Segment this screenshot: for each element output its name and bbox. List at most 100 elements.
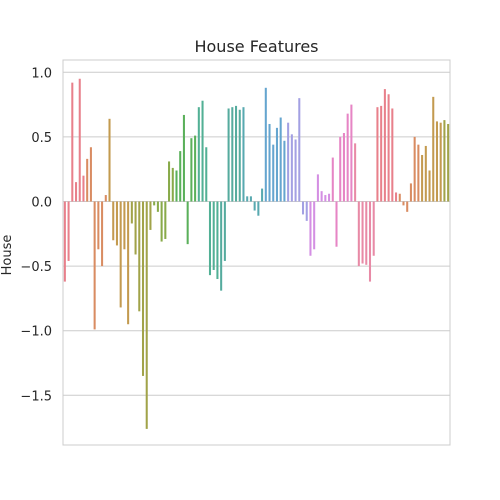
- bar: [160, 201, 163, 242]
- bar: [264, 87, 267, 202]
- bar: [402, 201, 405, 206]
- bar: [395, 192, 398, 202]
- bar: [78, 78, 81, 202]
- bar: [421, 154, 424, 202]
- bar: [294, 139, 297, 202]
- bar: [75, 182, 78, 202]
- bar: [309, 201, 312, 256]
- bar: [261, 188, 264, 202]
- bar: [417, 144, 420, 202]
- bar: [127, 201, 130, 325]
- bar: [365, 201, 368, 265]
- bar: [249, 196, 252, 202]
- bar: [67, 201, 70, 261]
- bar: [101, 201, 104, 267]
- bar: [357, 201, 360, 267]
- bar: [164, 201, 167, 239]
- bar: [149, 201, 152, 230]
- bar: [112, 201, 115, 241]
- bar: [320, 191, 323, 202]
- chart-title: House Features: [194, 37, 318, 56]
- bar: [153, 201, 156, 206]
- bar: [190, 138, 193, 202]
- bar: [432, 96, 435, 202]
- bar: [246, 196, 249, 202]
- bar: [339, 136, 342, 202]
- bar: [283, 140, 286, 202]
- y-tick-label: −0.5: [20, 260, 52, 275]
- plot-frame: [62, 59, 451, 446]
- bar: [335, 201, 338, 247]
- bar: [216, 201, 219, 280]
- bar: [439, 122, 442, 202]
- bar: [287, 122, 290, 202]
- bar: [372, 201, 375, 256]
- bar: [350, 104, 353, 202]
- bar: [89, 147, 92, 202]
- bar: [97, 201, 100, 250]
- bar: [63, 201, 66, 282]
- bar: [424, 145, 427, 202]
- bar: [220, 201, 223, 291]
- bar: [253, 201, 256, 211]
- bar: [346, 113, 349, 202]
- bar: [130, 201, 133, 224]
- bar: [406, 201, 409, 212]
- bar: [328, 193, 331, 202]
- bar: [413, 136, 416, 202]
- bar: [197, 107, 200, 202]
- bar: [231, 107, 234, 202]
- bar: [257, 201, 260, 216]
- bar: [138, 201, 141, 312]
- bar: [134, 201, 137, 255]
- bar: [290, 134, 293, 202]
- y-tick-label: −1.5: [20, 389, 52, 404]
- bar: [354, 143, 357, 202]
- bar: [324, 195, 327, 202]
- bar: [275, 127, 278, 202]
- bar: [447, 123, 450, 202]
- bar: [186, 201, 189, 245]
- bar: [279, 117, 282, 202]
- y-tick-label: 0.5: [31, 131, 52, 146]
- bar: [435, 121, 438, 202]
- bar: [268, 123, 271, 202]
- y-tick-label: 1.0: [31, 66, 52, 81]
- bar: [156, 201, 159, 212]
- bar: [194, 135, 197, 202]
- bar: [272, 144, 275, 202]
- bar: [104, 195, 107, 202]
- bar: [235, 105, 238, 202]
- bar: [86, 158, 89, 202]
- bar: [201, 100, 204, 202]
- bar: [342, 133, 345, 202]
- bars: [63, 78, 450, 429]
- bar: [391, 108, 394, 202]
- bar: [428, 170, 431, 202]
- bar: [387, 94, 390, 202]
- bar: [119, 201, 122, 308]
- bar: [205, 147, 208, 202]
- bar: [141, 201, 145, 376]
- bar: [71, 82, 74, 202]
- bar: [223, 201, 226, 261]
- bar: [376, 107, 379, 202]
- bar: [368, 201, 372, 282]
- bar: [182, 114, 185, 202]
- bar: [227, 108, 230, 202]
- bar: [171, 167, 174, 202]
- bar: [212, 201, 215, 270]
- bar: [301, 201, 305, 215]
- bar: [380, 105, 383, 202]
- bar: [123, 201, 126, 250]
- bar: [168, 161, 171, 202]
- bar: [298, 98, 301, 202]
- bar: [305, 201, 308, 221]
- bar: [175, 170, 178, 202]
- bar: [361, 201, 364, 264]
- bar: [331, 157, 334, 202]
- y-tick-label: −1.0: [20, 325, 52, 340]
- bar: [115, 201, 118, 246]
- bar: [443, 120, 446, 202]
